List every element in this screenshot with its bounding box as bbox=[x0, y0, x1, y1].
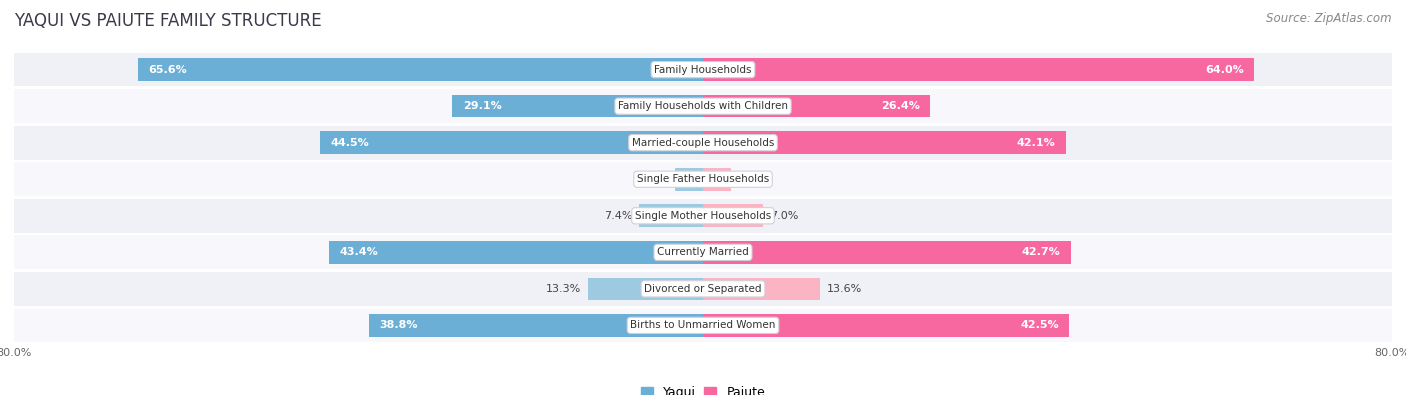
Bar bbox=[14, 89, 1392, 123]
Text: 26.4%: 26.4% bbox=[882, 101, 920, 111]
Bar bbox=[138, 58, 703, 81]
Bar bbox=[14, 126, 1392, 160]
Bar bbox=[329, 241, 703, 263]
Bar bbox=[703, 205, 763, 227]
Legend: Yaqui, Paiute: Yaqui, Paiute bbox=[638, 384, 768, 395]
Text: 13.6%: 13.6% bbox=[827, 284, 862, 294]
Text: 43.4%: 43.4% bbox=[340, 247, 378, 257]
Text: Source: ZipAtlas.com: Source: ZipAtlas.com bbox=[1267, 12, 1392, 25]
Text: 7.4%: 7.4% bbox=[605, 211, 633, 221]
Bar bbox=[14, 53, 1392, 87]
Bar bbox=[319, 132, 703, 154]
Text: 42.1%: 42.1% bbox=[1017, 138, 1056, 148]
Text: Single Mother Households: Single Mother Households bbox=[636, 211, 770, 221]
Bar bbox=[675, 168, 703, 190]
Bar bbox=[703, 241, 1071, 263]
Text: 44.5%: 44.5% bbox=[330, 138, 368, 148]
Text: 3.2%: 3.2% bbox=[640, 174, 669, 184]
Bar bbox=[640, 205, 703, 227]
Text: 7.0%: 7.0% bbox=[770, 211, 799, 221]
Text: 29.1%: 29.1% bbox=[463, 101, 502, 111]
Text: 64.0%: 64.0% bbox=[1205, 65, 1244, 75]
Bar bbox=[14, 308, 1392, 342]
Text: Births to Unmarried Women: Births to Unmarried Women bbox=[630, 320, 776, 330]
Text: 38.8%: 38.8% bbox=[380, 320, 418, 330]
Text: 42.5%: 42.5% bbox=[1019, 320, 1059, 330]
Bar bbox=[368, 314, 703, 337]
Bar bbox=[453, 95, 703, 117]
Bar bbox=[14, 162, 1392, 196]
Bar bbox=[14, 235, 1392, 269]
Text: Family Households: Family Households bbox=[654, 65, 752, 75]
Bar bbox=[703, 168, 731, 190]
Bar bbox=[703, 278, 820, 300]
Text: 65.6%: 65.6% bbox=[149, 65, 187, 75]
Bar bbox=[14, 199, 1392, 233]
Text: Single Father Households: Single Father Households bbox=[637, 174, 769, 184]
Bar bbox=[589, 278, 703, 300]
Text: 3.3%: 3.3% bbox=[738, 174, 766, 184]
Text: Currently Married: Currently Married bbox=[657, 247, 749, 257]
Bar bbox=[703, 95, 931, 117]
Text: 42.7%: 42.7% bbox=[1022, 247, 1060, 257]
Bar bbox=[14, 272, 1392, 306]
Bar bbox=[703, 58, 1254, 81]
Text: Divorced or Separated: Divorced or Separated bbox=[644, 284, 762, 294]
Text: YAQUI VS PAIUTE FAMILY STRUCTURE: YAQUI VS PAIUTE FAMILY STRUCTURE bbox=[14, 12, 322, 30]
Bar bbox=[703, 132, 1066, 154]
Text: Married-couple Households: Married-couple Households bbox=[631, 138, 775, 148]
Text: 13.3%: 13.3% bbox=[547, 284, 582, 294]
Text: Family Households with Children: Family Households with Children bbox=[619, 101, 787, 111]
Bar bbox=[703, 314, 1069, 337]
